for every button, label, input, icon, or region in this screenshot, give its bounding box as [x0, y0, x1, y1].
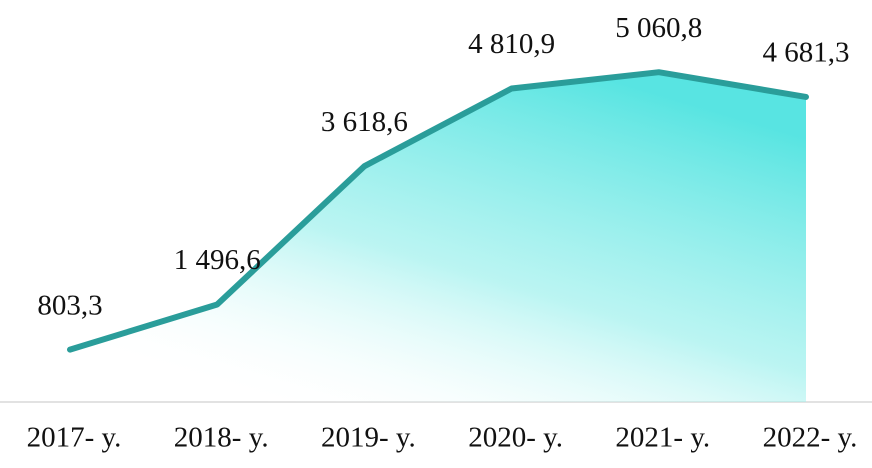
value-label: 3 618,6: [321, 106, 408, 138]
value-label: 803,3: [37, 289, 102, 321]
x-tick-label: 2018- y.: [174, 422, 269, 454]
x-tick-label: 2020- y.: [468, 422, 563, 454]
x-tick-label: 2017- y.: [27, 422, 122, 454]
area: [70, 72, 806, 403]
x-tick-label: 2019- y.: [321, 422, 416, 454]
value-label: 5 060,8: [615, 12, 702, 44]
x-tick-label: 2022- y.: [763, 422, 858, 454]
line: [67, 69, 809, 353]
x-tick-label: 2021- y.: [615, 422, 710, 454]
value-label: 4 681,3: [763, 37, 850, 69]
value-label: 4 810,9: [468, 28, 555, 60]
value-label: 1 496,6: [174, 244, 261, 276]
